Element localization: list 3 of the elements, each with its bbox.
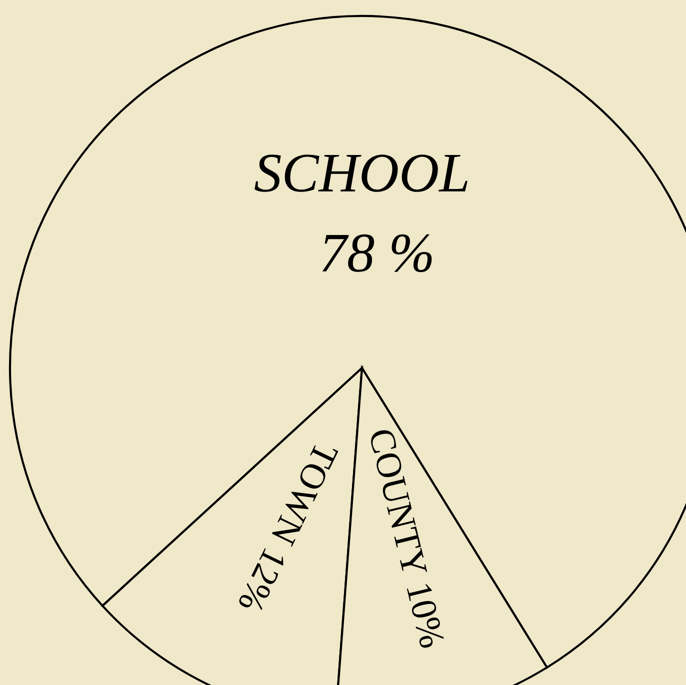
data-label: 78 % [322, 234, 432, 272]
slice-label: COUNTY 10% [368, 428, 445, 649]
slice-label: SCHOOL [254, 154, 468, 192]
